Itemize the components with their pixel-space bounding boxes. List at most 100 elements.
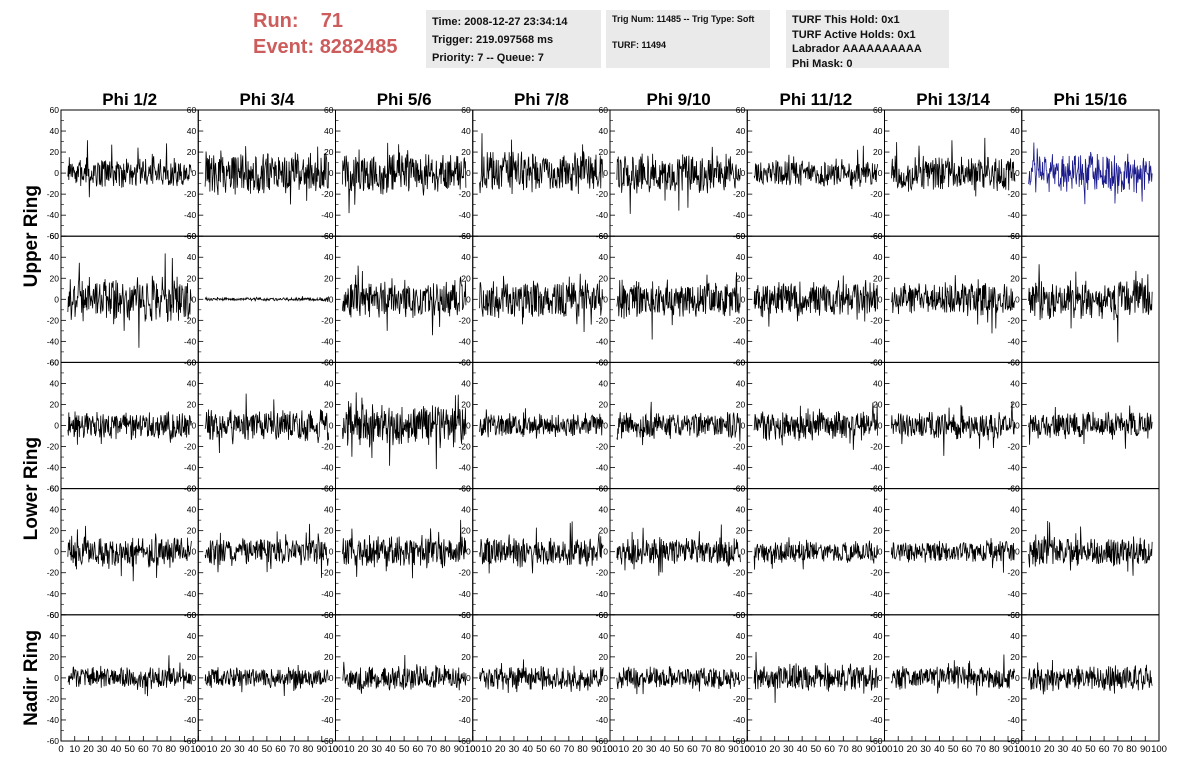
waveform-trace [616,401,741,446]
panel-frame [335,488,474,616]
x-tick-label: 80 [440,744,451,755]
y-tick-label: 40 [873,505,883,515]
y-tick-label: -40 [1007,336,1020,346]
trig-num-text: Trig Num: 11485 -- Trig Type: Soft [612,14,755,24]
run-value: 71 [320,10,344,32]
waveform-trace [204,664,329,697]
y-tick-label: 0 [741,294,746,304]
waveform-trace [616,666,741,695]
y-tick-label: -20 [1007,315,1020,325]
y-tick-label: 20 [1010,526,1020,536]
y-tick-label: 20 [1010,652,1020,662]
y-tick-label: -60 [184,610,197,620]
y-tick-label: -60 [1007,231,1020,241]
y-tick-label: 20 [736,526,746,536]
y-tick-label: 0 [192,294,197,304]
y-tick-label: -20 [596,568,609,578]
y-tick-label: 60 [1010,357,1020,367]
y-tick-label: 0 [466,547,471,557]
y-tick-label: 60 [599,231,609,241]
y-tick-label: 0 [466,294,471,304]
x-tick-label: 20 [769,744,780,755]
waveform-trace [890,654,1016,696]
y-tick-label: -40 [1007,589,1020,599]
y-tick-label: 0 [1015,547,1020,557]
y-tick-label: -60 [733,484,746,494]
y-tick-label: -40 [321,589,334,599]
y-tick-label: 60 [187,484,197,494]
y-tick-label: -40 [1007,210,1020,220]
x-tick-label: 70 [152,744,163,755]
y-tick-label: -40 [47,589,60,599]
waveform-trace [67,525,192,582]
y-tick-label: -40 [870,463,883,473]
y-tick-label: -20 [870,694,883,704]
x-tick-label: 50 [262,744,273,755]
y-tick-label: 0 [192,421,197,431]
x-tick-label: 90 [454,744,465,755]
y-tick-label: -40 [184,463,197,473]
y-tick-label: -60 [321,610,334,620]
x-tick-label: 70 [701,744,712,755]
y-tick-label: -40 [458,210,471,220]
y-tick-label: 20 [461,273,471,283]
y-tick-label: 60 [461,231,471,241]
y-tick-label: -20 [321,315,334,325]
x-tick-label: 60 [275,744,286,755]
y-tick-label: -60 [596,231,609,241]
waveform-trace [753,537,879,570]
y-tick-label: 20 [599,273,609,283]
waveform-trace [67,140,192,198]
ring-label: Upper Ring [21,185,42,287]
y-tick-label: 60 [324,231,334,241]
y-tick-label: -60 [733,231,746,241]
y-tick-label: 20 [50,526,60,536]
y-tick-label: 0 [192,168,197,178]
y-tick-label: 20 [1010,273,1020,283]
y-tick-label: -60 [458,231,471,241]
y-tick-label: 0 [329,421,334,431]
waveform-trace [753,651,879,703]
waveform-trace [890,275,1016,334]
x-tick-label: 0 [882,744,887,755]
y-tick-label: 40 [1010,126,1020,136]
y-tick-label: 20 [324,399,334,409]
y-tick-label: 60 [461,484,471,494]
y-tick-label: -20 [184,315,197,325]
y-tick-label: 20 [50,652,60,662]
x-tick-label: 10 [481,744,492,755]
y-tick-label: 20 [187,526,197,536]
x-tick-label: 10 [893,744,904,755]
y-tick-label: -60 [321,736,334,746]
y-tick-label: 20 [187,652,197,662]
y-tick-label: -60 [596,357,609,367]
waveform-trace [1028,142,1153,205]
waveform-trace [753,275,879,327]
y-tick-label: 60 [50,105,60,115]
y-tick-label: -40 [870,336,883,346]
y-tick-label: -20 [458,694,471,704]
y-tick-label: 0 [54,168,59,178]
y-tick-label: 60 [736,231,746,241]
y-tick-label: -20 [1007,568,1020,578]
y-tick-label: 0 [1015,421,1020,431]
y-tick-label: -20 [458,568,471,578]
y-tick-label: 40 [1010,505,1020,515]
y-tick-label: 40 [187,378,197,388]
x-tick-label: 70 [975,744,986,755]
waveform-trace [67,655,192,697]
y-tick-label: -60 [733,610,746,620]
y-tick-label: 0 [1015,673,1020,683]
y-tick-label: -60 [321,484,334,494]
waveform-trace [479,521,604,574]
y-tick-label: -60 [184,736,197,746]
x-tick-label: 0 [333,744,338,755]
waveform-trace [890,402,1016,456]
x-tick-label: 20 [907,744,918,755]
y-tick-label: 60 [50,231,60,241]
x-tick-label: 40 [522,744,533,755]
y-tick-label: 60 [873,357,883,367]
y-tick-label: 20 [187,273,197,283]
y-tick-label: 0 [1015,168,1020,178]
waveform-trace [616,146,741,214]
